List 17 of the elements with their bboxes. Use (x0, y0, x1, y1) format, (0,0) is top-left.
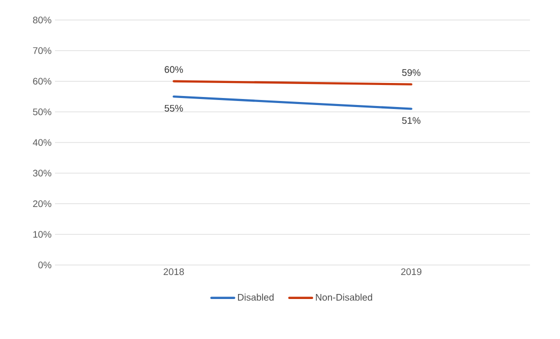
legend-label: Disabled (238, 294, 274, 301)
legend-label: Non-Disabled (316, 294, 372, 301)
y-tick-label: 10% (33, 231, 52, 238)
data-label: 55% (164, 104, 183, 112)
y-tick-label: 30% (32, 170, 52, 176)
data-label: 60% (164, 66, 183, 73)
y-tick-label: 40% (32, 139, 52, 146)
y-tick-label: 20% (33, 200, 52, 208)
data-label: 59% (402, 69, 420, 76)
y-tick-label: 0% (38, 262, 52, 268)
y-tick-label: 80% (33, 16, 52, 24)
data-label: 51% (402, 117, 420, 124)
x-tick-label: 2019 (401, 268, 422, 276)
y-tick-label: 50% (33, 108, 52, 116)
x-tick-label: 2018 (164, 268, 184, 276)
y-tick-label: 70% (33, 47, 52, 54)
y-tick-label: 60% (33, 78, 52, 85)
